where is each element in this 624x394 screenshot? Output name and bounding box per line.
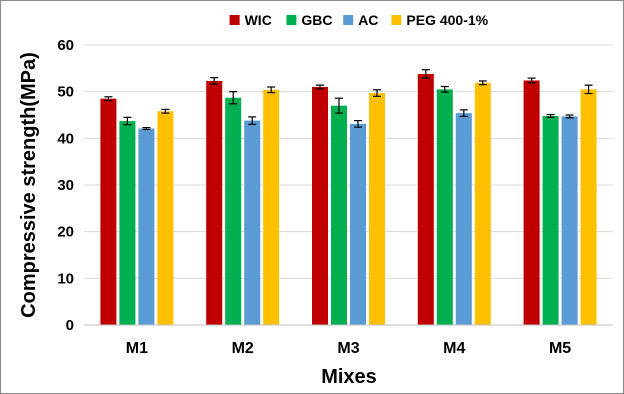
bar-wic-m1	[100, 98, 117, 326]
bar-peg-400-1--m1	[157, 111, 174, 326]
legend: WIC GBC AC PEG 400-1%	[229, 12, 489, 28]
axes: 0 10 20 30 40 50 60 M1 M2 M3 M4 M5	[57, 37, 613, 357]
bar-gbc-m2	[225, 97, 242, 325]
bar-wic-m5	[523, 80, 540, 325]
legend-label: WIC	[245, 12, 272, 28]
bar-ac-m1	[138, 128, 155, 325]
legend-label: PEG 400-1%	[406, 12, 488, 28]
bar-gbc-m1	[119, 121, 136, 325]
x-tick-label-m2: M2	[232, 340, 254, 357]
x-tick-label-m4: M4	[443, 340, 465, 357]
bar-ac-m3	[350, 123, 366, 325]
legend-label: GBC	[301, 12, 332, 28]
y-tick-label: 0	[66, 317, 74, 334]
bar-ac-m5	[561, 116, 578, 326]
y-tick-label: 20	[57, 224, 74, 241]
bar-wic-m3	[312, 87, 328, 325]
bar-ac-m2	[244, 120, 261, 325]
bar-ac-m4	[455, 113, 472, 325]
bar-wic-m2	[206, 80, 223, 325]
bar-peg-400-1--m4	[474, 82, 491, 325]
legend-swatch-peg-400-1-	[391, 15, 402, 25]
bar-peg-400-1--m2	[263, 89, 280, 325]
bars	[100, 69, 597, 326]
y-tick-label: 40	[57, 130, 74, 147]
legend-swatch-ac	[343, 15, 354, 25]
x-axis-title: Mixes	[321, 366, 377, 388]
bar-peg-400-1--m3	[369, 93, 385, 325]
x-tick-label-m5: M5	[549, 340, 571, 357]
bar-peg-400-1--m5	[580, 89, 597, 325]
legend-swatch-wic	[229, 15, 240, 25]
y-tick-label: 30	[57, 177, 74, 194]
y-tick-label: 10	[57, 270, 74, 287]
bar-wic-m4	[417, 73, 434, 325]
legend-label: AC	[358, 12, 378, 28]
legend-swatch-gbc	[286, 15, 297, 25]
y-axis-title: Compressive strength(MPa)	[18, 52, 40, 318]
x-tick-label-m3: M3	[337, 340, 359, 357]
bar-gbc-m5	[542, 115, 559, 325]
x-tick-label-m1: M1	[126, 340, 148, 357]
y-tick-label: 60	[57, 37, 74, 54]
bar-gbc-m4	[436, 89, 453, 325]
bar-gbc-m3	[331, 105, 347, 326]
y-tick-label: 50	[57, 84, 74, 101]
